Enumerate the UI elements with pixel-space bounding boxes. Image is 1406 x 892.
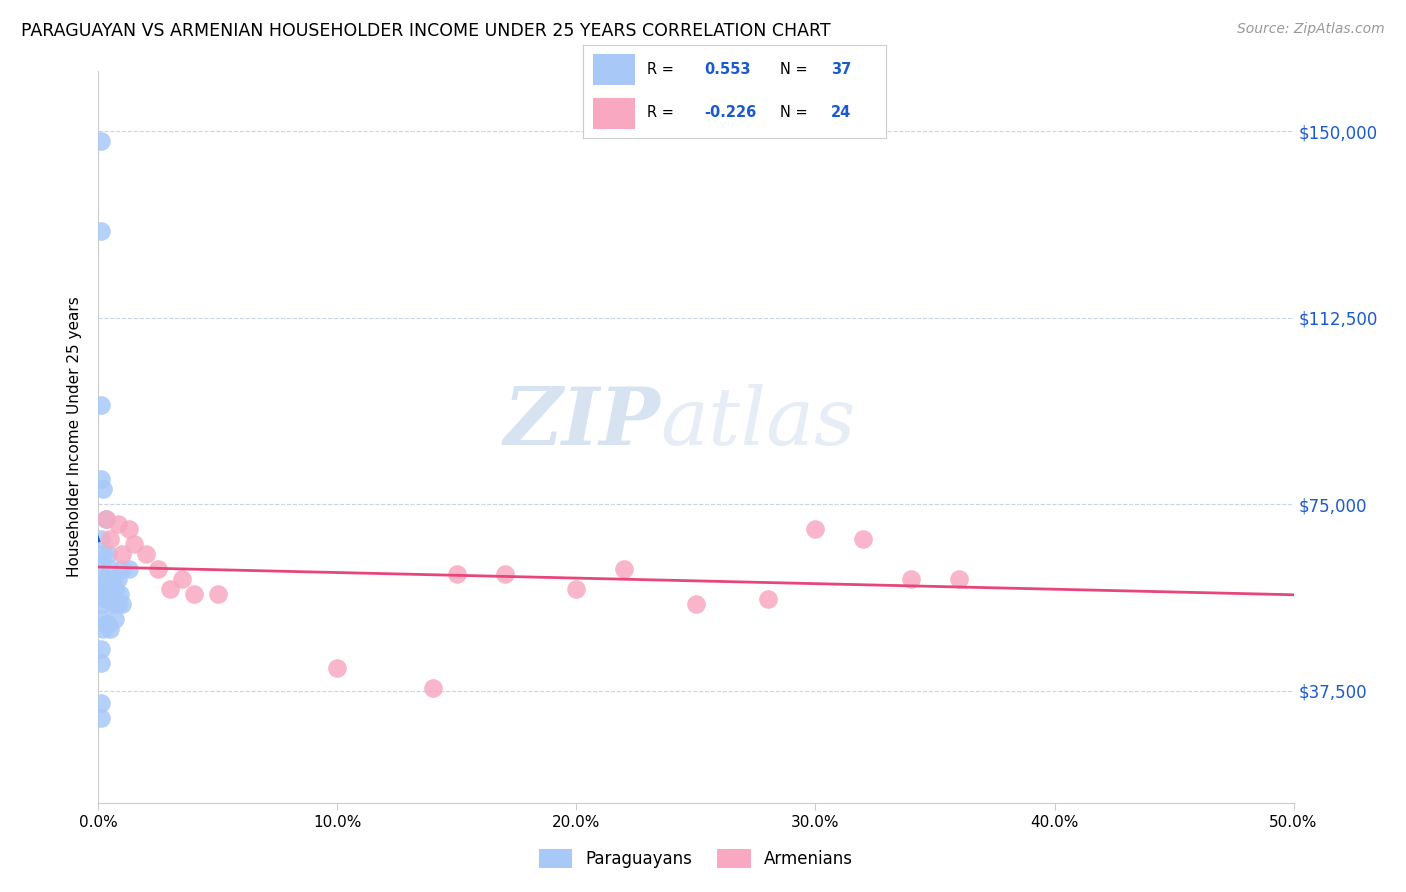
Point <box>422 681 444 696</box>
Text: atlas: atlas <box>661 384 855 461</box>
Point <box>172 572 194 586</box>
Point <box>756 591 779 606</box>
Point <box>111 562 134 576</box>
Point <box>98 587 122 601</box>
Point <box>104 612 127 626</box>
Text: 0.553: 0.553 <box>704 62 751 78</box>
Text: ZIP: ZIP <box>503 384 661 461</box>
Point <box>94 616 117 631</box>
Point <box>148 562 170 576</box>
Point <box>108 587 131 601</box>
Text: R =: R = <box>647 62 673 78</box>
Point <box>118 562 141 576</box>
Text: Source: ZipAtlas.com: Source: ZipAtlas.com <box>1237 22 1385 37</box>
Point <box>111 547 134 561</box>
Point <box>94 512 117 526</box>
Point <box>101 597 124 611</box>
Point <box>207 587 229 601</box>
Point <box>90 398 112 412</box>
Legend: Paraguayans, Armenians: Paraguayans, Armenians <box>533 842 859 875</box>
Point <box>98 532 122 546</box>
Y-axis label: Householder Income Under 25 years: Householder Income Under 25 years <box>67 297 83 577</box>
Point <box>90 641 112 656</box>
Point <box>90 532 112 546</box>
Point <box>94 572 117 586</box>
Text: R =: R = <box>647 105 673 120</box>
Point <box>446 566 468 581</box>
Point <box>91 622 114 636</box>
Point <box>90 582 112 596</box>
Point <box>91 547 114 561</box>
Point <box>107 517 129 532</box>
Point <box>494 566 516 581</box>
Point <box>900 572 922 586</box>
Point <box>852 532 875 546</box>
Point <box>804 522 827 536</box>
Point <box>613 562 636 576</box>
Point <box>101 572 124 586</box>
Point <box>326 661 349 675</box>
Point <box>90 224 112 238</box>
Point <box>948 572 970 586</box>
Point <box>135 547 157 561</box>
Point <box>107 572 129 586</box>
Point <box>97 582 120 596</box>
Text: 37: 37 <box>831 62 852 78</box>
Point <box>91 572 114 586</box>
Point <box>98 562 122 576</box>
Point <box>90 696 112 710</box>
Point <box>124 537 146 551</box>
Point <box>90 134 112 148</box>
Point <box>565 582 588 596</box>
Point <box>90 472 112 486</box>
Point <box>118 522 141 536</box>
Point <box>98 622 122 636</box>
Point <box>94 512 117 526</box>
Point <box>90 657 112 671</box>
Point <box>183 587 205 601</box>
Point <box>90 557 112 571</box>
Text: 24: 24 <box>831 105 852 120</box>
Point <box>97 616 120 631</box>
Point <box>97 547 120 561</box>
Point <box>685 597 707 611</box>
Point <box>90 711 112 725</box>
Point <box>104 582 127 596</box>
Text: N =: N = <box>780 105 807 120</box>
Text: PARAGUAYAN VS ARMENIAN HOUSEHOLDER INCOME UNDER 25 YEARS CORRELATION CHART: PARAGUAYAN VS ARMENIAN HOUSEHOLDER INCOM… <box>21 22 831 40</box>
Point <box>91 597 114 611</box>
Point <box>91 483 114 497</box>
Point <box>111 597 134 611</box>
Point <box>159 582 181 596</box>
Point <box>107 597 129 611</box>
Text: N =: N = <box>780 62 807 78</box>
FancyBboxPatch shape <box>592 98 636 129</box>
Text: -0.226: -0.226 <box>704 105 756 120</box>
FancyBboxPatch shape <box>592 54 636 85</box>
Point <box>94 591 117 606</box>
Point <box>90 612 112 626</box>
